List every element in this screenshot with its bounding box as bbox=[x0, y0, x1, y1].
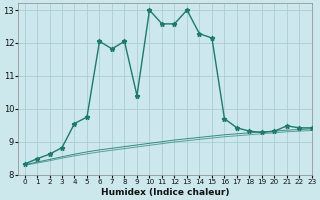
X-axis label: Humidex (Indice chaleur): Humidex (Indice chaleur) bbox=[101, 188, 229, 197]
